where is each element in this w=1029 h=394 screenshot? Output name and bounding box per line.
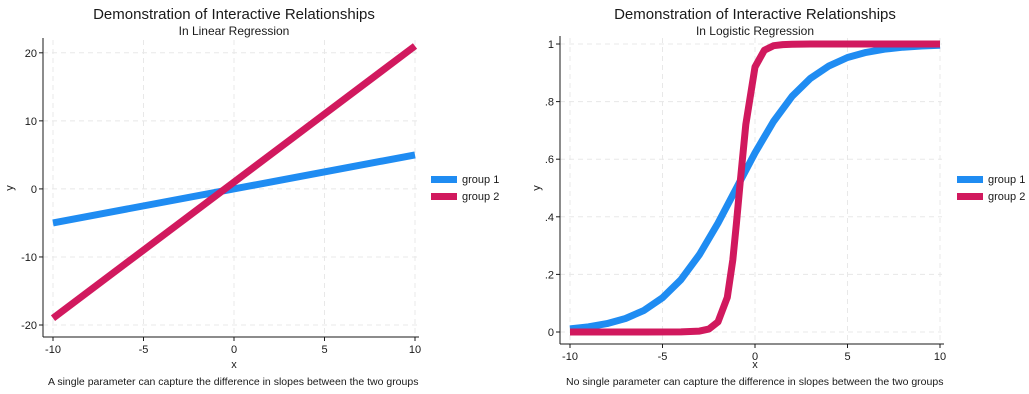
chart-note: No single parameter can capture the diff… bbox=[566, 376, 943, 388]
x-tick-label: -10 bbox=[45, 344, 61, 356]
y-tick-label: .4 bbox=[545, 212, 554, 224]
x-axis-label: x bbox=[231, 359, 237, 371]
legend: group 1 group 2 bbox=[431, 174, 499, 203]
x-tick-label: -10 bbox=[562, 351, 578, 363]
y-tick-label: 10 bbox=[25, 116, 37, 128]
chart-title: Demonstration of Interactive Relationshi… bbox=[93, 6, 375, 23]
legend-label-group-1: group 1 bbox=[988, 174, 1025, 186]
legend-swatch-group-1 bbox=[957, 176, 983, 183]
legend-label-group-2: group 2 bbox=[462, 191, 499, 203]
series-line-group-1 bbox=[52, 151, 416, 227]
legend-label-group-2: group 2 bbox=[988, 191, 1025, 203]
y-tick-label: 0 bbox=[548, 327, 554, 339]
legend-swatch-group-2 bbox=[957, 193, 983, 200]
y-tick-label: -20 bbox=[21, 320, 37, 332]
legend-swatch-group-2 bbox=[431, 193, 457, 200]
chart-subtitle: In Logistic Regression bbox=[696, 24, 814, 38]
y-tick-label: .6 bbox=[545, 154, 554, 166]
legend: group 1 group 2 bbox=[957, 174, 1025, 203]
x-tick-label: -5 bbox=[658, 351, 668, 363]
y-tick-label: 20 bbox=[25, 48, 37, 60]
x-tick-label: 10 bbox=[409, 344, 421, 356]
x-tick-label: 5 bbox=[844, 351, 850, 363]
y-axis-label: y bbox=[4, 185, 16, 191]
logistic-regression-panel: Demonstration of Interactive Relationshi… bbox=[531, 6, 1025, 388]
x-axis-label: x bbox=[752, 359, 758, 371]
x-tick-label: 0 bbox=[231, 344, 237, 356]
legend-label-group-1: group 1 bbox=[462, 174, 499, 186]
y-axis-label: y bbox=[531, 185, 543, 191]
x-tick-label: 0 bbox=[752, 351, 758, 363]
y-tick-label: -10 bbox=[21, 252, 37, 264]
legend-swatch-group-1 bbox=[431, 176, 457, 183]
series-line-group-1 bbox=[569, 41, 941, 333]
y-tick-label: 0 bbox=[31, 184, 37, 196]
linear-regression-panel: Demonstration of Interactive Relationshi… bbox=[4, 6, 499, 388]
plot-area: -10 -5 0 5 10 0 .2 .4 .6 .8 1 bbox=[545, 36, 946, 363]
plot-area: -10 -5 0 5 10 -20 -10 0 10 20 bbox=[21, 38, 421, 356]
x-tick-label: -5 bbox=[139, 344, 149, 356]
chart-subtitle: In Linear Regression bbox=[179, 24, 290, 38]
y-tick-label: 1 bbox=[548, 39, 554, 51]
chart-note: A single parameter can capture the diffe… bbox=[48, 376, 418, 388]
y-tick-label: .2 bbox=[545, 269, 554, 281]
chart-title: Demonstration of Interactive Relationshi… bbox=[614, 6, 896, 23]
series-line-group-2 bbox=[50, 43, 418, 321]
x-tick-label: 10 bbox=[934, 351, 946, 363]
series-line-group-2 bbox=[570, 40, 940, 336]
x-tick-label: 5 bbox=[321, 344, 327, 356]
y-tick-label: .8 bbox=[545, 97, 554, 109]
